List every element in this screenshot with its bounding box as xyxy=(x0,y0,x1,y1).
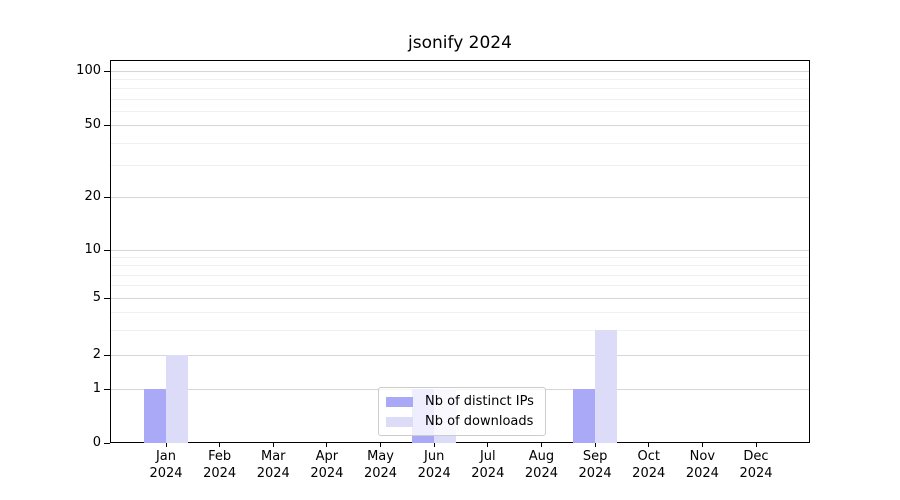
x-axis-tick xyxy=(755,443,757,447)
year-label: 2024 xyxy=(632,465,666,481)
minor-gridline xyxy=(111,165,809,167)
x-axis-tick xyxy=(433,443,435,447)
year-label: 2024 xyxy=(417,465,451,481)
month-label: Feb xyxy=(208,449,232,464)
x-axis-tick xyxy=(219,443,221,447)
bar-distinct-ips-jan xyxy=(144,389,166,443)
bar-distinct-ips-sep xyxy=(573,389,596,443)
legend-swatch-icon xyxy=(386,396,413,407)
x-tick-label: Sep 2024 xyxy=(565,449,625,482)
x-axis-tick xyxy=(380,443,382,447)
y-tick-label: 1 xyxy=(92,381,101,396)
month-label: Aug xyxy=(528,449,555,464)
minor-gridline xyxy=(111,98,809,100)
year-label: 2024 xyxy=(471,465,505,481)
major-gridline xyxy=(111,298,809,299)
minor-gridline xyxy=(111,142,809,144)
x-axis-tick xyxy=(272,443,274,447)
year-label: 2024 xyxy=(524,465,558,481)
bar-downloads-jan xyxy=(166,355,188,443)
month-label: Dec xyxy=(743,449,769,464)
major-gridline xyxy=(111,197,809,198)
y-tick-label: 50 xyxy=(84,117,101,132)
minor-gridline xyxy=(111,311,809,313)
major-gridline xyxy=(111,355,809,356)
minor-gridline xyxy=(111,257,809,259)
major-gridline xyxy=(111,71,809,72)
x-tick-label: Mar 2024 xyxy=(243,449,303,482)
minor-gridline xyxy=(111,88,809,90)
x-tick-label: Jul 2024 xyxy=(458,449,518,482)
y-tick-label: 10 xyxy=(84,242,101,257)
x-tick-label: May 2024 xyxy=(351,449,411,482)
month-label: Jun xyxy=(424,449,445,464)
x-axis-tick xyxy=(487,443,489,447)
x-tick-label: Dec 2024 xyxy=(726,449,786,482)
major-gridline xyxy=(111,125,809,126)
year-label: 2024 xyxy=(256,465,290,481)
chart-title: jsonify 2024 xyxy=(408,33,512,53)
bar-downloads-sep xyxy=(595,329,618,443)
major-gridline xyxy=(111,250,809,251)
y-axis-tick xyxy=(104,124,110,126)
month-label: May xyxy=(367,449,394,464)
month-label: Apr xyxy=(315,449,339,464)
year-label: 2024 xyxy=(363,465,398,481)
year-label: 2024 xyxy=(685,465,719,481)
y-axis-tick xyxy=(104,196,110,198)
minor-gridline xyxy=(111,274,809,276)
x-axis-tick xyxy=(648,443,650,447)
x-axis-tick xyxy=(326,443,328,447)
y-tick-label: 2 xyxy=(92,347,101,362)
year-label: 2024 xyxy=(149,465,183,481)
year-label: 2024 xyxy=(739,465,773,481)
y-axis-tick xyxy=(104,249,110,251)
y-tick-label: 5 xyxy=(92,290,101,305)
month-label: Nov xyxy=(689,449,716,464)
x-tick-label: Nov 2024 xyxy=(672,449,732,482)
y-axis-tick xyxy=(104,354,110,356)
minor-gridline xyxy=(111,285,809,287)
x-tick-label: Apr 2024 xyxy=(297,449,357,482)
x-axis-tick xyxy=(701,443,703,447)
x-tick-label: Jun 2024 xyxy=(404,449,464,482)
legend-label: Nb of distinct IPs xyxy=(425,394,534,409)
minor-gridline xyxy=(111,79,809,81)
minor-gridline xyxy=(111,265,809,267)
y-axis-tick xyxy=(104,388,110,390)
plot-area: Nb of distinct IPs Nb of downloads xyxy=(110,60,810,443)
x-tick-label: Feb 2024 xyxy=(190,449,250,482)
x-tick-label: Oct 2024 xyxy=(619,449,679,482)
x-tick-label: Jan 2024 xyxy=(136,449,196,482)
legend-item: Nb of downloads xyxy=(386,414,536,429)
y-axis-tick xyxy=(104,70,110,72)
month-label: Mar xyxy=(261,449,286,464)
month-label: Sep xyxy=(582,449,608,464)
y-tick-label: 0 xyxy=(92,435,101,450)
legend-swatch-icon xyxy=(386,416,413,427)
minor-gridline xyxy=(111,110,809,112)
y-axis-tick xyxy=(104,442,110,444)
year-label: 2024 xyxy=(310,465,344,481)
month-label: Jan xyxy=(155,449,177,464)
month-label: Oct xyxy=(637,449,660,464)
year-label: 2024 xyxy=(578,465,612,481)
legend: Nb of distinct IPs Nb of downloads xyxy=(378,387,546,436)
y-tick-label: 100 xyxy=(76,63,101,78)
x-tick-label: Aug 2024 xyxy=(511,449,571,482)
year-label: 2024 xyxy=(203,465,237,481)
legend-item: Nb of distinct IPs xyxy=(386,394,536,409)
x-axis-tick xyxy=(165,443,167,447)
y-tick-label: 20 xyxy=(84,189,101,204)
y-axis-tick xyxy=(104,297,110,299)
minor-gridline xyxy=(111,329,809,331)
x-axis-tick xyxy=(594,443,596,447)
x-axis-tick xyxy=(540,443,542,447)
legend-label: Nb of downloads xyxy=(425,414,534,429)
month-label: Jul xyxy=(479,449,496,464)
